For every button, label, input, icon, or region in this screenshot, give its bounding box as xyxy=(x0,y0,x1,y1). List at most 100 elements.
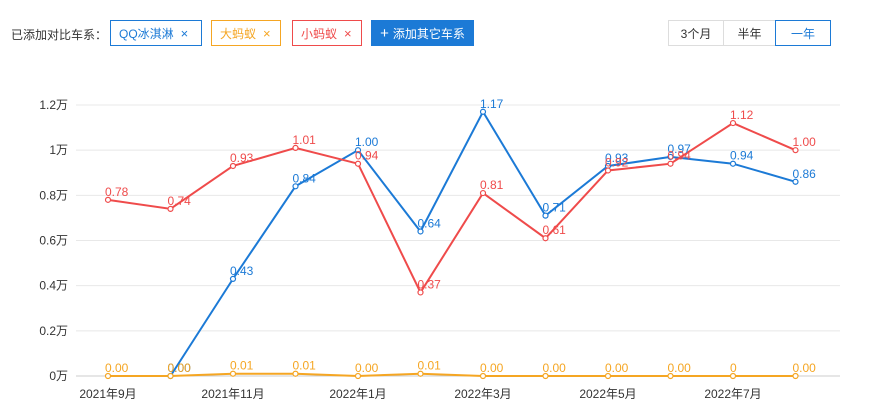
data-label: 1.00 xyxy=(355,135,379,149)
data-label: 0.00 xyxy=(168,361,192,375)
close-icon[interactable]: × xyxy=(344,25,352,41)
data-point xyxy=(229,370,237,377)
data-label: 0.01 xyxy=(293,359,317,373)
y-tick-label: 1万 xyxy=(49,143,68,157)
data-label: 0.84 xyxy=(293,171,317,185)
data-label: 0.93 xyxy=(605,151,629,165)
x-tick-label: 2021年11月 xyxy=(201,387,264,401)
data-label: 1.01 xyxy=(293,133,317,147)
data-point xyxy=(104,196,112,203)
data-point xyxy=(479,189,487,197)
range-3-months-button[interactable]: 3个月 xyxy=(668,20,724,46)
tag-small-ant[interactable]: 小蚂蚁 × xyxy=(292,20,362,46)
series-line xyxy=(107,121,796,295)
series-line xyxy=(169,109,796,377)
data-label: 0.43 xyxy=(230,264,254,278)
data-point xyxy=(354,372,362,380)
data-point xyxy=(729,119,737,127)
data-point xyxy=(542,372,549,380)
y-tick-label: 0.2万 xyxy=(39,324,68,338)
data-point xyxy=(354,147,362,154)
data-point xyxy=(667,153,674,161)
x-tick-label: 2022年1月 xyxy=(329,387,386,401)
x-tick-label: 2022年7月 xyxy=(704,387,761,401)
data-point xyxy=(167,205,174,212)
data-label: 0.71 xyxy=(543,201,567,215)
data-point xyxy=(104,372,112,380)
data-label: 0 xyxy=(730,361,737,375)
range-one-year-button[interactable]: 一年 xyxy=(775,20,831,46)
y-tick-label: 0.4万 xyxy=(39,279,68,293)
data-point xyxy=(729,160,737,167)
data-label: 0.00 xyxy=(605,361,629,375)
series-line xyxy=(108,372,796,378)
data-label: 0.01 xyxy=(418,359,442,373)
x-tick-label: 2022年5月 xyxy=(579,387,636,401)
data-label: 0.86 xyxy=(793,167,817,181)
data-label: 1.00 xyxy=(793,135,817,149)
data-point xyxy=(229,275,237,282)
add-series-button[interactable]: + 添加其它车系 xyxy=(371,20,474,46)
data-point xyxy=(229,162,237,170)
tag-label: 大蚂蚁 xyxy=(220,26,257,41)
data-point xyxy=(729,372,737,380)
data-label: 0.97 xyxy=(668,142,692,156)
data-point xyxy=(479,372,487,380)
time-range-group: 3个月 半年 一年 xyxy=(668,20,831,46)
data-label: 0.00 xyxy=(168,361,192,375)
data-point xyxy=(167,372,174,380)
data-label: 0.64 xyxy=(418,216,442,230)
y-tick-label: 0万 xyxy=(49,369,68,383)
data-point xyxy=(417,289,424,296)
data-label: 0.00 xyxy=(793,361,817,375)
data-label: 0.00 xyxy=(480,361,504,375)
y-tick-label: 1.2万 xyxy=(39,98,68,112)
data-label: 0.00 xyxy=(668,361,692,375)
data-point xyxy=(542,235,549,242)
close-icon[interactable]: × xyxy=(263,25,271,41)
data-label: 1.12 xyxy=(730,108,754,122)
data-point xyxy=(479,108,487,115)
compare-toolbar: 已添加对比车系： QQ冰淇淋 × 大蚂蚁 × 小蚂蚁 × + 添加其它车系 3个… xyxy=(0,0,872,62)
data-label: 0.00 xyxy=(355,361,379,375)
tag-label: 小蚂蚁 xyxy=(301,26,338,41)
data-point xyxy=(792,372,799,380)
tag-label: QQ冰淇淋 xyxy=(119,26,174,41)
data-label: 0.00 xyxy=(543,361,567,375)
x-tick-label: 2021年9月 xyxy=(79,387,136,401)
data-label: 0.81 xyxy=(480,178,504,192)
plus-icon: + xyxy=(380,24,389,42)
data-point xyxy=(292,144,299,152)
data-point xyxy=(417,228,424,235)
close-icon[interactable]: × xyxy=(180,25,189,41)
data-point xyxy=(292,183,299,190)
data-label: 0.61 xyxy=(543,223,567,237)
data-point xyxy=(667,160,674,167)
data-label: 0.01 xyxy=(230,359,254,373)
y-tick-label: 0.8万 xyxy=(39,188,68,202)
add-series-label: 添加其它车系 xyxy=(392,26,465,41)
x-tick-label: 2022年3月 xyxy=(454,387,511,401)
tag-big-ant[interactable]: 大蚂蚁 × xyxy=(211,20,281,46)
data-label: 0.92 xyxy=(605,155,629,169)
data-label: 0.94 xyxy=(668,149,692,163)
data-label: 1.17 xyxy=(480,97,504,111)
data-label: 0.93 xyxy=(230,151,254,165)
compare-label: 已添加对比车系： xyxy=(11,28,108,42)
data-label: 0.00 xyxy=(105,361,129,375)
data-point xyxy=(792,178,799,185)
data-label: 0.78 xyxy=(105,185,129,199)
data-point xyxy=(354,160,362,167)
range-half-year-button[interactable]: 半年 xyxy=(723,20,776,46)
data-point xyxy=(292,370,299,377)
y-tick-label: 0.6万 xyxy=(39,234,68,248)
data-label: 0.74 xyxy=(168,194,192,208)
data-point xyxy=(667,372,674,380)
data-point xyxy=(792,147,799,154)
tag-qq-icecream[interactable]: QQ冰淇淋 × xyxy=(110,20,202,46)
data-label: 0.94 xyxy=(730,149,754,163)
data-label: 0.94 xyxy=(355,149,379,163)
data-point xyxy=(604,167,612,174)
data-point xyxy=(542,212,549,219)
